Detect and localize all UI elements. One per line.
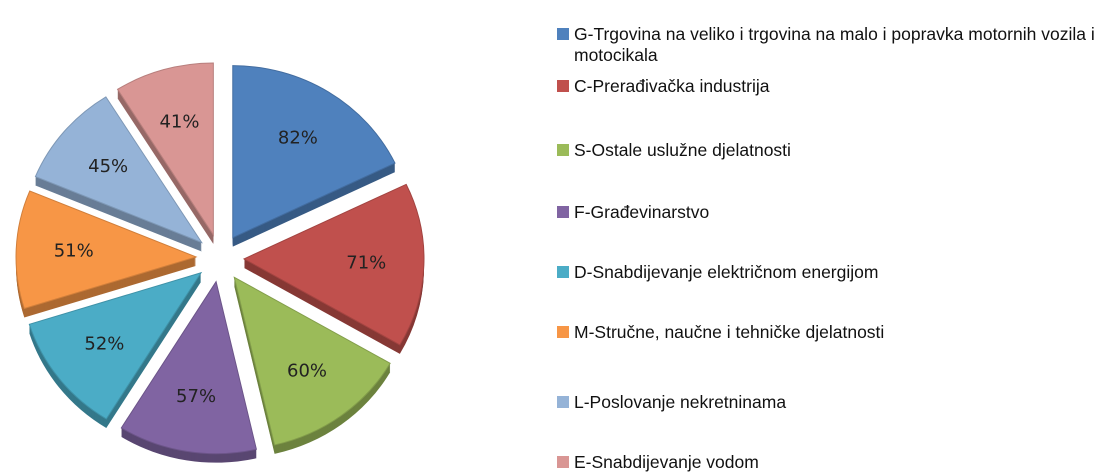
slice [232, 65, 396, 239]
slice [15, 190, 198, 310]
legend-item: L-Poslovanje nekretninama [557, 392, 1102, 413]
legend-label: E-Snabdijevanje vodom [574, 452, 759, 472]
slice [120, 280, 257, 455]
data-label: 71% [346, 252, 386, 273]
slice [233, 276, 391, 446]
slice [242, 183, 425, 346]
legend-swatch [557, 144, 569, 156]
legend-item: G-Trgovina na veliko i trgovina na malo … [557, 24, 1102, 66]
legend-label: S-Ostale uslužne djelatnosti [574, 140, 791, 160]
data-label: 52% [84, 333, 124, 354]
data-label: 45% [88, 156, 128, 177]
data-label: 60% [287, 360, 327, 381]
legend-swatch [557, 456, 569, 468]
legend-item: C-Prerađivačka industrija [557, 76, 1102, 97]
legend-swatch [557, 396, 569, 408]
legend-label: F-Građevinarstvo [574, 202, 710, 222]
legend-item: S-Ostale uslužne djelatnosti [557, 140, 1102, 161]
legend-swatch [557, 206, 569, 218]
legend-item: F-Građevinarstvo [557, 202, 1102, 223]
legend-label: C-Prerađivačka industrija [574, 76, 770, 96]
legend-swatch [557, 266, 569, 278]
data-label: 82% [278, 128, 318, 149]
data-label: 57% [176, 386, 216, 407]
slice [28, 271, 203, 420]
slice [34, 96, 203, 244]
legend-label: L-Poslovanje nekretninama [574, 392, 787, 412]
legend-swatch [557, 80, 569, 92]
legend-item: D-Snabdijevanje električnom energijom [557, 262, 1102, 283]
legend-label: M-Stručne, naučne i tehničke djelatnosti [574, 322, 885, 342]
legend-item: M-Stručne, naučne i tehničke djelatnosti [557, 322, 1102, 343]
data-label: 41% [159, 112, 199, 133]
legend-label: G-Trgovina na veliko i trgovina na malo … [574, 24, 1095, 65]
legend-item: E-Snabdijevanje vodom [557, 452, 1102, 472]
data-label: 51% [54, 241, 94, 262]
slice [116, 62, 214, 237]
legend-swatch [557, 28, 569, 40]
legend-label: D-Snabdijevanje električnom energijom [574, 262, 879, 282]
legend-swatch [557, 326, 569, 338]
